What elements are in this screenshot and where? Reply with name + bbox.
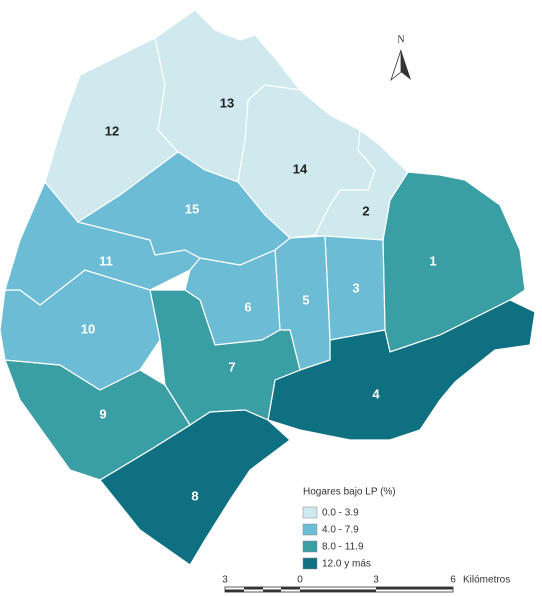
region-label: 2 <box>362 203 369 218</box>
legend-swatch <box>302 506 318 519</box>
region-label: 4 <box>372 386 380 401</box>
north-label: N <box>397 34 404 45</box>
scale-tick-label: 0 <box>297 575 303 586</box>
region-label: 10 <box>81 321 95 336</box>
region-label: 15 <box>185 201 199 216</box>
legend: Hogares bajo LP (%) 0.0 - 3.9 4.0 - 7.9 8.… <box>302 487 396 570</box>
region <box>237 84 376 239</box>
region-label: 6 <box>244 299 251 314</box>
scale-seg <box>225 589 244 592</box>
region-label: 14 <box>293 161 308 176</box>
scale-unit: Kilómetros <box>463 575 510 586</box>
legend-label: 12.0 y más <box>322 559 371 570</box>
region <box>267 299 536 441</box>
legend-title: Hogares bajo LP (%) <box>303 487 396 498</box>
scale-seg <box>244 587 263 590</box>
legend-swatch <box>302 540 318 553</box>
region-label: 1 <box>429 253 436 268</box>
region-label: 12 <box>105 123 119 138</box>
region-label: 13 <box>220 95 234 110</box>
scale-tick-label: 6 <box>450 575 456 586</box>
scale-tick-label: 3 <box>222 575 228 586</box>
legend-label: 8.0 - 11.9 <box>322 542 364 553</box>
scale-bar: 3 0 3 6 Kilómetros <box>222 575 510 593</box>
region-label: 11 <box>99 253 113 268</box>
region-label: 3 <box>352 280 359 295</box>
north-arrow: N <box>390 34 411 82</box>
legend-swatch <box>302 557 318 570</box>
arrow-left <box>390 49 402 82</box>
regions <box>0 9 536 566</box>
legend-swatch <box>302 523 318 536</box>
legend-label: 0.0 - 3.9 <box>322 508 359 519</box>
scale-seg <box>376 587 453 590</box>
region <box>76 151 291 266</box>
scale-tick-label: 3 <box>373 575 379 586</box>
region-label: 9 <box>99 406 106 421</box>
arrow-right <box>401 50 411 80</box>
region-label: 8 <box>191 488 198 503</box>
scale-seg <box>300 589 376 592</box>
region-label: 7 <box>228 359 235 374</box>
region-label: 5 <box>302 292 309 307</box>
scale-seg <box>281 587 300 590</box>
scale-seg <box>263 589 281 592</box>
legend-label: 4.0 - 7.9 <box>322 525 359 536</box>
